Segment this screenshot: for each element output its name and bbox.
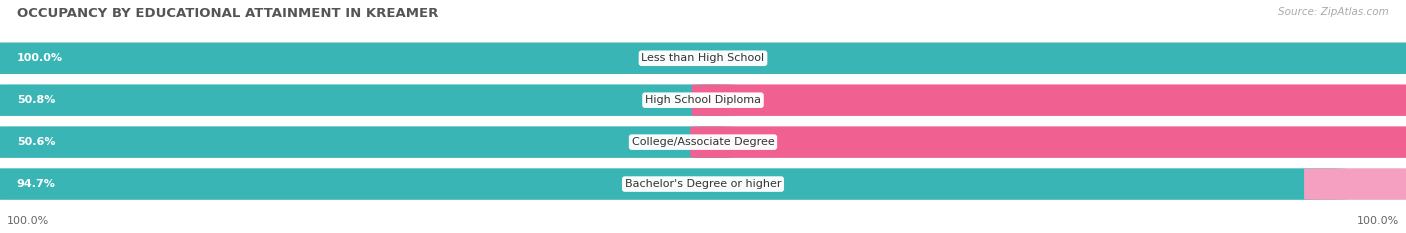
Text: 50.6%: 50.6% [17, 137, 55, 147]
FancyBboxPatch shape [0, 126, 1406, 158]
Text: 100.0%: 100.0% [1357, 216, 1399, 226]
FancyBboxPatch shape [692, 85, 1406, 116]
Text: 94.7%: 94.7% [17, 179, 56, 189]
Text: Bachelor's Degree or higher: Bachelor's Degree or higher [624, 179, 782, 189]
FancyBboxPatch shape [0, 85, 735, 116]
Text: College/Associate Degree: College/Associate Degree [631, 137, 775, 147]
FancyBboxPatch shape [0, 42, 1406, 74]
FancyBboxPatch shape [0, 42, 1406, 74]
FancyBboxPatch shape [0, 168, 1406, 200]
FancyBboxPatch shape [0, 168, 1347, 200]
FancyBboxPatch shape [690, 126, 1406, 158]
Text: Less than High School: Less than High School [641, 53, 765, 63]
FancyBboxPatch shape [0, 126, 733, 158]
Text: High School Diploma: High School Diploma [645, 95, 761, 105]
Text: 50.8%: 50.8% [17, 95, 55, 105]
Text: 100.0%: 100.0% [7, 216, 49, 226]
Text: Source: ZipAtlas.com: Source: ZipAtlas.com [1278, 7, 1389, 17]
FancyBboxPatch shape [1305, 168, 1406, 200]
FancyBboxPatch shape [0, 85, 1406, 116]
Text: OCCUPANCY BY EDUCATIONAL ATTAINMENT IN KREAMER: OCCUPANCY BY EDUCATIONAL ATTAINMENT IN K… [17, 7, 439, 20]
Text: 100.0%: 100.0% [17, 53, 63, 63]
